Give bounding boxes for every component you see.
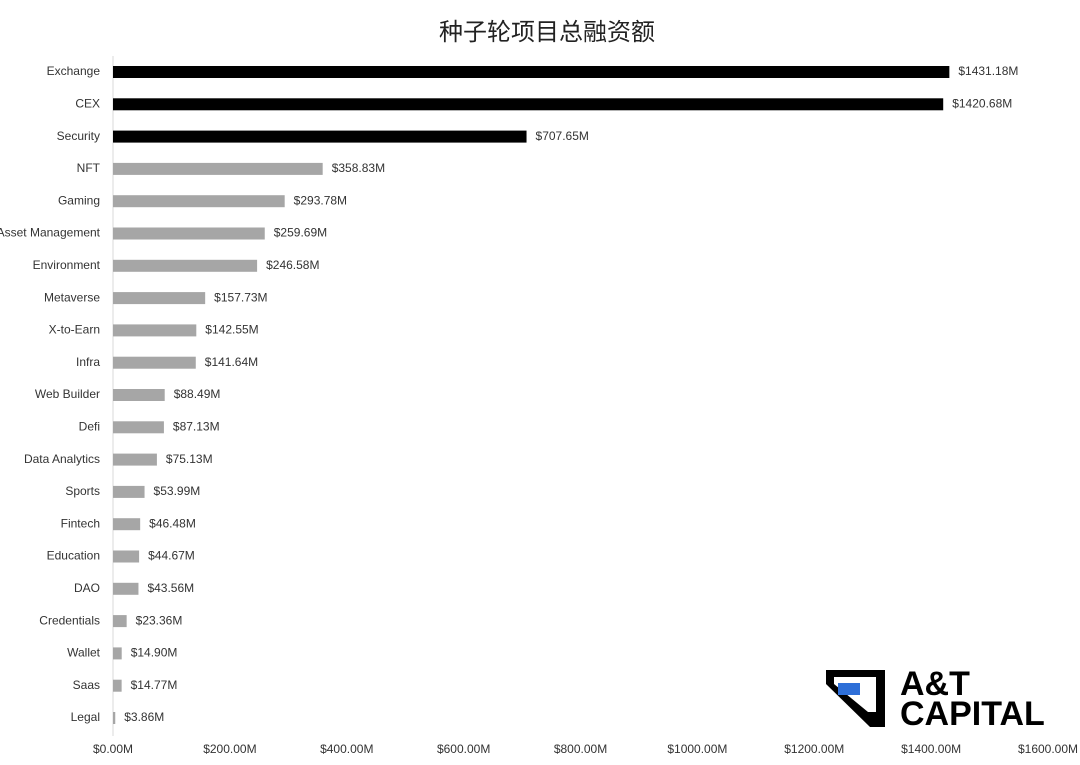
value-label: $141.64M	[205, 355, 258, 369]
value-label: $75.13M	[166, 452, 213, 466]
value-label: $53.99M	[154, 484, 201, 498]
value-label: $1431.18M	[958, 64, 1018, 78]
y-tick-label: Environment	[33, 258, 101, 272]
y-tick-label: Legal	[71, 710, 100, 724]
y-tick-label: Web Builder	[35, 387, 100, 401]
bar	[113, 518, 141, 531]
x-tick-label: $1400.00M	[901, 742, 961, 756]
bar	[113, 162, 323, 175]
bar	[113, 259, 258, 272]
value-label: $142.55M	[205, 323, 258, 337]
y-tick-label: Wallet	[67, 646, 101, 660]
value-label: $43.56M	[147, 581, 194, 595]
y-tick-label: Sports	[65, 484, 100, 498]
x-tick-label: $0.00M	[93, 742, 133, 756]
y-tick-label: Saas	[73, 678, 100, 692]
value-label: $3.86M	[124, 710, 164, 724]
logo-text: CAPITAL	[900, 695, 1045, 733]
bar	[113, 324, 197, 337]
value-label: $293.78M	[294, 193, 347, 207]
y-tick-label: Asset Management	[0, 226, 101, 240]
y-tick-label: Defi	[79, 419, 100, 433]
x-tick-label: $800.00M	[554, 742, 607, 756]
bar	[113, 227, 265, 240]
bar	[113, 679, 122, 692]
value-label: $14.77M	[131, 678, 178, 692]
bar	[113, 98, 944, 111]
bar	[113, 647, 122, 660]
y-tick-label: Credentials	[39, 613, 100, 627]
value-label: $88.49M	[174, 387, 221, 401]
y-tick-label: Security	[57, 129, 100, 143]
x-tick-label: $600.00M	[437, 742, 490, 756]
bar	[113, 712, 116, 724]
value-label: $23.36M	[136, 613, 183, 627]
bar	[113, 130, 527, 143]
bar	[113, 389, 165, 401]
x-tick-label: $400.00M	[320, 742, 373, 756]
bar	[113, 485, 145, 498]
bar	[113, 615, 127, 628]
y-tick-label: Exchange	[47, 64, 101, 78]
y-tick-label: Education	[47, 549, 100, 563]
bar	[113, 421, 164, 434]
bar	[113, 582, 139, 595]
value-label: $46.48M	[149, 516, 196, 530]
bar	[113, 195, 285, 208]
x-tick-label: $1600.00M	[1018, 742, 1078, 756]
x-tick-label: $1000.00M	[667, 742, 727, 756]
value-label: $246.58M	[266, 258, 319, 272]
bar	[113, 66, 950, 78]
bar	[113, 292, 206, 305]
value-label: $259.69M	[274, 226, 327, 240]
bar	[113, 453, 157, 466]
bar	[113, 550, 140, 563]
y-tick-label: Data Analytics	[24, 452, 100, 466]
y-tick-label: Fintech	[61, 516, 100, 530]
y-tick-label: DAO	[74, 581, 100, 595]
value-label: $87.13M	[173, 419, 220, 433]
logo-mark	[826, 670, 885, 727]
logo-text: A&T	[900, 665, 970, 703]
y-tick-label: Gaming	[58, 193, 100, 207]
y-tick-label: CEX	[75, 96, 100, 110]
value-label: $358.83M	[332, 161, 385, 175]
value-label: $14.90M	[131, 646, 178, 660]
y-tick-label: Metaverse	[44, 290, 100, 304]
y-tick-label: X-to-Earn	[49, 323, 100, 337]
x-tick-label: $200.00M	[203, 742, 256, 756]
value-label: $1420.68M	[952, 96, 1012, 110]
x-tick-label: $1200.00M	[784, 742, 844, 756]
y-tick-label: Infra	[76, 355, 100, 369]
chart-title: 种子轮项目总融资额	[439, 18, 655, 46]
value-label: $157.73M	[214, 290, 267, 304]
bar	[113, 356, 196, 369]
value-label: $707.65M	[536, 129, 589, 143]
value-label: $44.67M	[148, 549, 195, 563]
y-tick-label: NFT	[77, 161, 101, 175]
